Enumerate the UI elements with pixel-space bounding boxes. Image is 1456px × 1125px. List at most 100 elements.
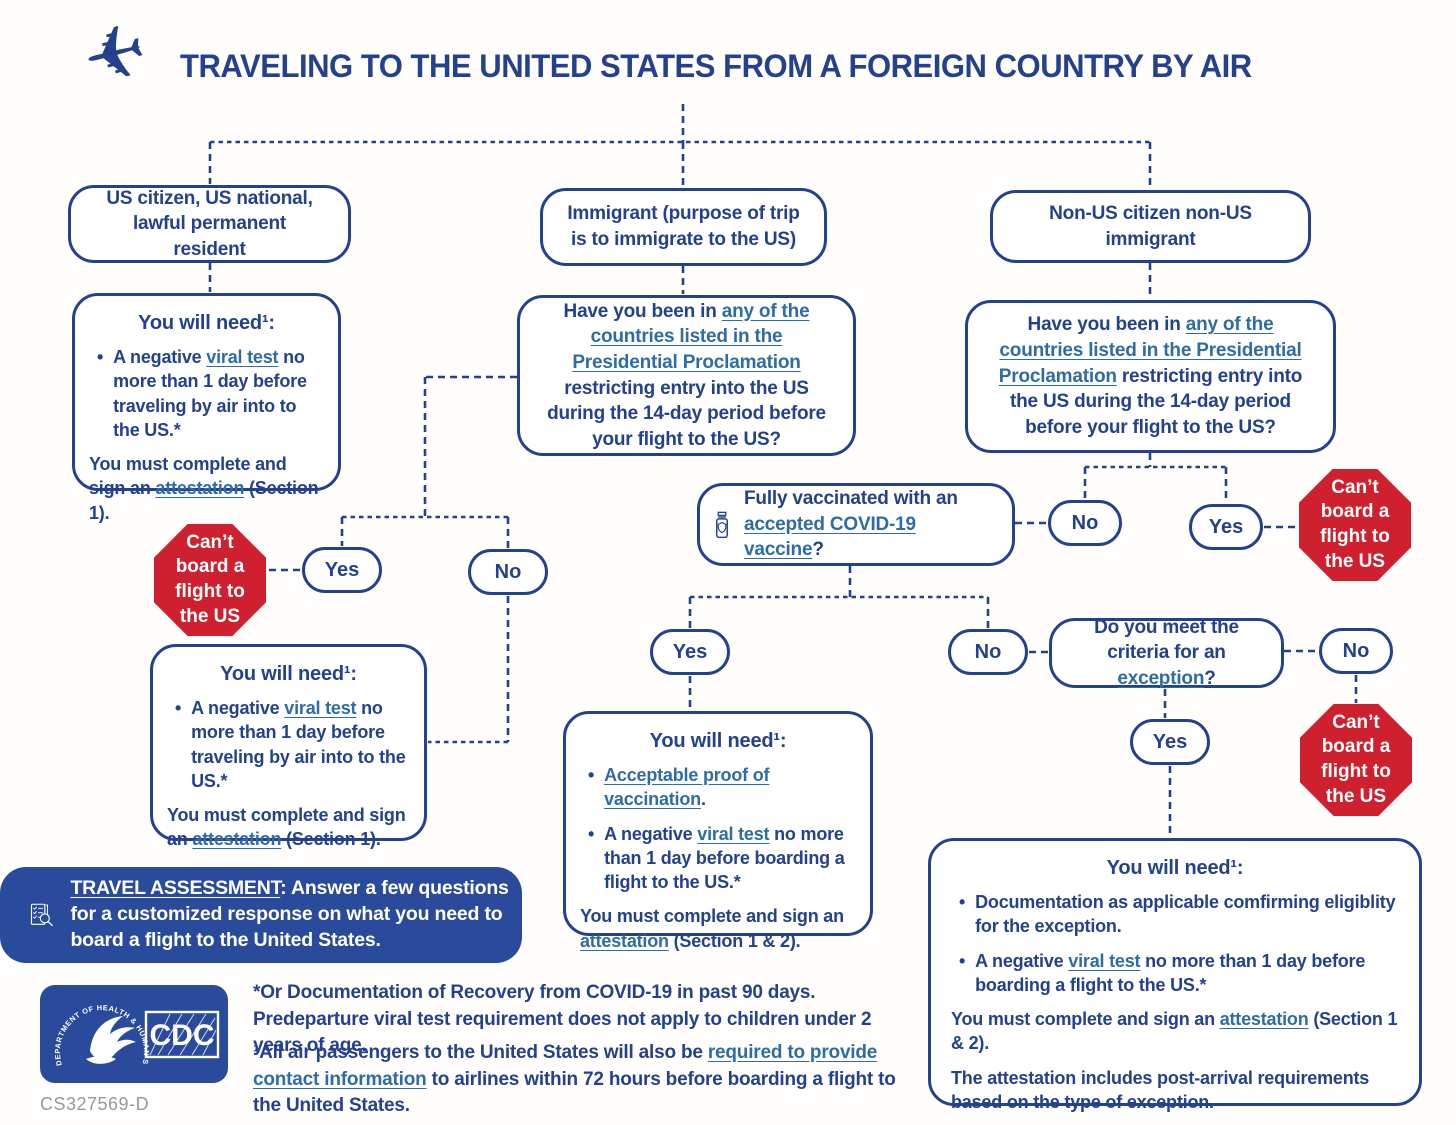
bullet-dot: • [588, 765, 595, 785]
viral-test-link[interactable]: viral test [206, 347, 279, 367]
question-text: Do you meet the criteria for an exceptio… [1064, 615, 1269, 692]
need-exception: You will need¹: • Documentation as appli… [928, 838, 1422, 1112]
text-part: no more than 1 day before boarding a fli… [975, 950, 1366, 995]
node-immigrant: Immigrant (purpose of trip is to immigra… [540, 188, 827, 266]
need-bullet-text: A negative viral test no more than 1 day… [604, 822, 856, 895]
proclamation-countries-link[interactable]: any of the countries listed in the Presi… [572, 300, 810, 373]
hhs-eagle-icon [90, 1016, 136, 1060]
attestation-link[interactable]: attestation [192, 829, 282, 850]
footnote-contact: ¹All air passengers to the United States… [253, 1040, 921, 1120]
text-part: A negative [191, 698, 285, 718]
proof-of-vaccination-link[interactable]: Acceptable proof of vaccination [604, 765, 770, 810]
question-text: Fully vaccinated with an accepted COVID-… [744, 486, 998, 563]
stop-sign-label: Can’t board a flight to the US [175, 531, 245, 627]
need-immigrant: You will need¹: • A negative viral test … [150, 644, 427, 849]
attestation-link[interactable]: attestation [1219, 1009, 1309, 1030]
node-immigrant-label: Immigrant (purpose of trip is to immigra… [567, 203, 800, 250]
text-part: (Section 1 & 2). [951, 1009, 1398, 1054]
attestation-link[interactable]: attestation [580, 930, 669, 951]
text-part: ? [1204, 667, 1216, 689]
text-part: no more than 1 day before traveling by a… [113, 347, 307, 440]
text-part: : Answer a few questions for a customize… [70, 877, 509, 951]
need-bullet: • A negative viral test no more than 1 d… [588, 822, 856, 895]
hhs-eagle-icon-wing [86, 1056, 116, 1064]
need-heading: You will need¹: [138, 312, 275, 334]
need-heading: You will need¹: [220, 663, 357, 685]
contact-information-link[interactable]: required to provide contact information [253, 1042, 878, 1090]
pill-no-vaccinated: No [948, 629, 1028, 675]
pill-yes-exception: Yes [1130, 719, 1210, 765]
pill-no-exception: No [1319, 628, 1393, 674]
text-part: A negative [604, 823, 698, 844]
text-part: A negative [975, 950, 1069, 971]
accepted-vaccine-link[interactable]: accepted COVID-19 vaccine [744, 513, 916, 561]
text-part: to airlines within 72 hours before board… [253, 1068, 896, 1117]
need-bullet-text: A negative viral test no more than 1 day… [191, 696, 410, 793]
text-part: You must complete and sign an [167, 805, 406, 850]
need-footer: You must complete and sign an attestatio… [167, 803, 410, 852]
bullet-dot: • [97, 347, 104, 367]
page-title: TRAVELING TO THE UNITED STATES FROM A FO… [180, 48, 1252, 84]
need-bullet-text: Acceptable proof of vaccination. [604, 763, 856, 812]
travel-assessment-link[interactable]: TRAVEL ASSESSMENT [70, 877, 281, 900]
attestation-link[interactable]: attestation [155, 478, 245, 499]
doc-code: CS327569-D [40, 1094, 150, 1114]
node-us-citizen: US citizen, US national, lawful permanen… [68, 185, 351, 263]
text-part: You must complete and sign an [951, 1009, 1220, 1030]
text-part: restricting entry into the US during the… [1010, 365, 1303, 438]
question-proclamation-noncitizen: Have you been in any of the countries li… [965, 300, 1336, 453]
text-part: You must complete and sign an [580, 906, 844, 927]
viral-test-link[interactable]: viral test [284, 698, 357, 718]
question-text: Have you been in any of the countries li… [536, 299, 837, 453]
text-part: Have you been in [1027, 314, 1186, 336]
text-part: (Section 1 & 2). [668, 930, 801, 951]
text-part: ? [812, 539, 824, 561]
need-heading: You will need¹: [1106, 857, 1244, 879]
need-bullet-text: A negative viral test no more than 1 day… [975, 949, 1399, 998]
viral-test-link[interactable]: viral test [697, 823, 770, 844]
stop-sign-immigrant-proclamation: Can’t board a flight to the US [154, 524, 266, 636]
text-part: Have you been in [563, 300, 722, 322]
text-part: restricting entry into the US during the… [547, 377, 826, 450]
need-bullet: • A negative viral test no more than 1 d… [175, 696, 410, 793]
travel-assessment-panel: TRAVEL ASSESSMENT: Answer a few question… [0, 867, 522, 963]
stop-sign-label: Can’t board a flight to the US [1320, 476, 1390, 572]
text-part: Fully vaccinated with an [744, 488, 958, 510]
need-footer: You must complete and sign an attestatio… [951, 1007, 1399, 1056]
cdc-mark: CDC [144, 1010, 220, 1059]
bullet-dot: • [959, 892, 966, 912]
question-proclamation-immigrant: Have you been in any of the countries li… [517, 295, 856, 456]
footnote-star: *Or Documentation of Recovery from COVID… [253, 982, 872, 1057]
need-bullet: • Acceptable proof of vaccination. [588, 763, 856, 812]
stop-sign-no-exception: Can’t board a flight to the US [1300, 704, 1412, 816]
airplane-icon: ✈ [74, 5, 156, 105]
text-part: You must complete and sign an [89, 454, 287, 499]
need-bullet: • A negative viral test no more than 1 d… [97, 345, 324, 442]
pill-no-proclamation-noncitizen: No [1048, 500, 1122, 546]
node-non-us-citizen: Non-US citizen non-US immigrant [990, 190, 1311, 263]
viral-test-link[interactable]: viral test [1068, 950, 1141, 971]
exception-link[interactable]: exception [1117, 667, 1205, 689]
bullet-dot: • [959, 950, 966, 971]
bullet-dot: • [175, 698, 182, 718]
cdc-logo: DEPARTMENT OF HEALTH & HUMAN SERVICES-US… [40, 985, 228, 1083]
text-part: no more than 1 day before boarding a fli… [604, 823, 845, 893]
question-text: Have you been in any of the countries li… [984, 312, 1317, 440]
stop-sign-noncitizen-proclamation: Can’t board a flight to the US [1299, 469, 1411, 581]
text-part: ¹All air passengers to the United States… [253, 1042, 708, 1063]
question-exception: Do you meet the criteria for an exceptio… [1049, 617, 1284, 689]
text-part: (Section 1). [281, 829, 381, 850]
need-footer: You must complete and sign an attestatio… [580, 904, 856, 953]
need-bullet-text: Documentation as applicable comfirming e… [975, 892, 1396, 937]
need-bullet: • Documentation as applicable comfirming… [959, 890, 1399, 939]
need-bullet-text: A negative viral test no more than 1 day… [113, 345, 324, 442]
need-us-citizen: You will need¹: • A negative viral test … [72, 293, 341, 523]
vaccine-vial-icon [716, 511, 728, 538]
text-part: (Section 1). [89, 478, 319, 523]
travel-assessment-checklist-icon [30, 903, 54, 927]
bullet-dot: • [588, 823, 595, 844]
need-vaccinated: You will need¹: • Acceptable proof of va… [563, 711, 873, 951]
travel-assessment-text: TRAVEL ASSESSMENT: Answer a few question… [70, 876, 512, 954]
proclamation-countries-link[interactable]: any of the countries listed in the Presi… [998, 314, 1302, 387]
